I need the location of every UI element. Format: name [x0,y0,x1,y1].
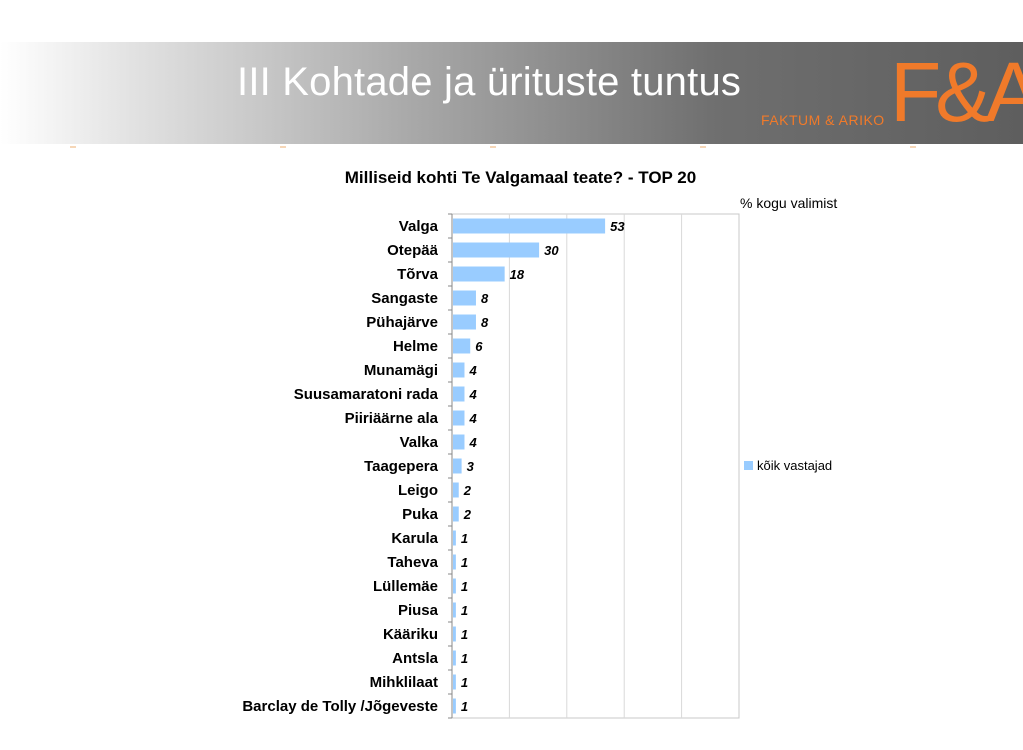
value-label: 1 [461,627,468,642]
bar [453,578,456,594]
bar [453,386,465,402]
bar [453,626,456,642]
value-label: 1 [461,651,468,666]
value-label: 8 [481,291,489,306]
category-label: Leigo [398,482,438,499]
category-label: Helme [393,338,438,355]
bar [453,218,606,234]
bar [453,530,456,546]
category-label: Antsla [392,650,439,667]
category-label: Pühajärve [366,314,438,331]
bar [453,434,465,450]
category-label: Valka [400,434,439,451]
category-label: Taheva [387,554,438,571]
company-logo-subtext: FAKTUM & ARIKO [761,112,885,128]
value-label: 4 [468,387,477,402]
value-label: 30 [544,243,559,258]
bar [453,482,459,498]
legend-swatch [744,461,753,470]
value-label: 53 [610,219,625,234]
bar [453,458,462,474]
category-label: Taagepera [364,458,439,475]
category-label: Karula [391,530,438,547]
value-label: 1 [461,675,468,690]
legend-label: kõik vastajad [757,458,832,473]
category-label: Otepää [387,242,439,259]
unit-note: % kogu valimist [740,195,838,211]
company-logo: F&A [890,45,1023,139]
bar [453,506,459,522]
category-label: Lüllemäe [373,578,438,595]
category-label: Mihklilaat [370,674,438,691]
chart-title: Milliseid kohti Te Valgamaal teate? - TO… [344,168,697,187]
value-label: 3 [467,459,475,474]
category-label: Munamägi [364,362,438,379]
title-banner [0,42,1023,144]
value-label: 18 [510,267,525,282]
bar [453,602,456,618]
value-label: 2 [463,483,472,498]
category-label: Valga [399,218,439,235]
value-label: 1 [461,699,468,714]
bar [453,290,476,306]
value-label: 4 [468,411,477,426]
bar [453,698,456,714]
category-label: Barclay de Tolly /Jõgeveste [242,698,438,715]
category-label: Piusa [398,602,439,619]
bar [453,266,505,282]
value-label: 1 [461,579,468,594]
plot-area [451,213,740,719]
value-label: 1 [461,531,468,546]
bar [453,650,456,666]
bar [453,410,465,426]
value-label: 2 [463,507,472,522]
category-label: Puka [402,506,439,523]
value-label: 4 [468,363,477,378]
category-label: Sangaste [371,290,438,307]
bar [453,242,540,258]
bar [453,338,471,354]
category-label: Tõrva [397,266,439,283]
category-label: Kääriku [383,626,438,643]
bar [453,674,456,690]
value-label: 8 [481,315,489,330]
category-label: Suusamaratoni rada [294,386,439,403]
chart-title-wrapper: Milliseid kohti Te Valgamaal teate? - TO… [0,168,1023,188]
decorative-divider [0,146,1023,148]
slide-title: III Kohtade ja ürituste tuntus [237,60,742,104]
category-label: Piiriäärne ala [345,410,439,427]
bar [453,554,456,570]
value-label: 4 [468,435,477,450]
value-label: 1 [461,603,468,618]
bar [453,362,465,378]
value-label: 1 [461,555,468,570]
bar [453,314,476,330]
value-label: 6 [475,339,483,354]
